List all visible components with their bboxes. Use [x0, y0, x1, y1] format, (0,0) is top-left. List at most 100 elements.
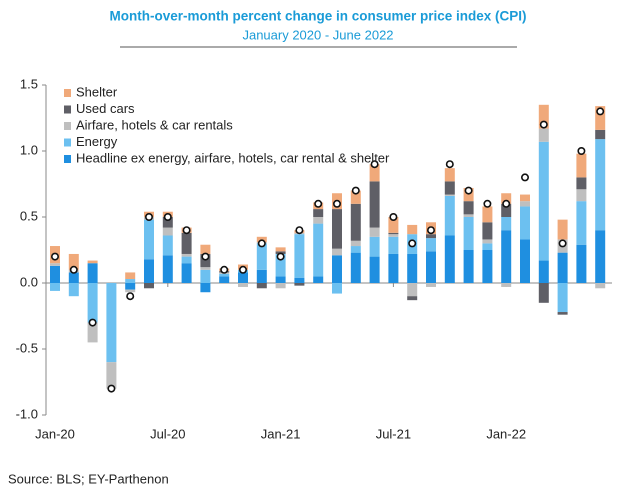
- headline-marker: [351, 186, 360, 195]
- bar-segment: [125, 289, 136, 293]
- headline-marker: [332, 199, 341, 208]
- headline-marker: [389, 213, 398, 222]
- bar-segment: [313, 217, 324, 224]
- bar-segment: [463, 201, 474, 215]
- bar-segment: [275, 276, 286, 283]
- y-tick-label: 1.0: [20, 142, 38, 157]
- bar-segment: [369, 236, 380, 257]
- headline-marker: [239, 265, 248, 274]
- headline-marker: [558, 239, 567, 248]
- bar-segment: [350, 246, 361, 253]
- bar-segment: [444, 168, 455, 182]
- legend-swatch: [64, 155, 71, 163]
- bar-segment: [426, 251, 436, 283]
- bar-segment: [87, 322, 98, 343]
- bar-segment: [444, 194, 455, 196]
- bar-segment: [576, 201, 587, 245]
- bar-segment: [181, 253, 192, 257]
- bar-segment: [350, 240, 361, 247]
- headline-marker: [577, 147, 586, 156]
- bar-segment: [294, 234, 305, 278]
- bar-segment: [144, 259, 154, 283]
- bar-segment: [350, 203, 361, 241]
- bar-segment: [313, 276, 324, 283]
- legend-label: Headline ex energy, airfare, hotels, car…: [76, 150, 390, 165]
- bar-segment: [106, 362, 117, 389]
- bar-segment: [181, 232, 192, 254]
- legend-swatch: [64, 105, 71, 114]
- legend-swatch: [64, 89, 71, 97]
- source-note: Source: BLS; EY-Parthenon: [8, 471, 169, 486]
- bar-segment: [369, 256, 380, 283]
- bar-segment: [576, 177, 587, 190]
- headline-marker: [145, 213, 154, 222]
- bar-segment: [501, 217, 512, 231]
- bar-segment: [501, 283, 512, 287]
- headline-marker: [464, 186, 473, 195]
- bar-segment: [538, 104, 549, 129]
- bar-segment: [219, 273, 230, 277]
- bar-segment: [595, 129, 606, 140]
- bar-segment: [520, 201, 530, 207]
- bar-segment: [68, 272, 79, 283]
- bar-segment: [313, 209, 324, 217]
- bar-segment: [388, 253, 399, 283]
- bar-segment: [501, 203, 512, 217]
- headline-marker: [295, 226, 304, 235]
- bar-segment: [50, 263, 60, 266]
- bar-segment: [200, 269, 211, 283]
- bar-segment: [576, 153, 587, 178]
- headline-marker: [50, 252, 59, 261]
- bar-segment: [463, 250, 474, 283]
- y-tick-label: -1.0: [16, 406, 38, 421]
- headline-marker: [426, 226, 435, 235]
- bar-segment: [520, 239, 530, 283]
- bar-segment: [595, 230, 606, 283]
- bar-segment: [426, 283, 436, 287]
- bar-segment: [482, 250, 493, 283]
- headline-marker: [257, 239, 266, 248]
- bar-segment: [426, 238, 436, 252]
- bar-segment: [482, 206, 493, 223]
- bar-segment: [520, 194, 530, 202]
- bar-segment: [388, 232, 399, 235]
- bar-segment: [125, 279, 136, 283]
- bar-segment: [219, 276, 230, 283]
- bar-segment: [238, 283, 248, 287]
- bar-segment: [482, 239, 493, 244]
- bar-segment: [332, 209, 342, 249]
- bar-segment: [256, 269, 267, 283]
- bar-segment: [444, 235, 455, 283]
- bar-segment: [200, 267, 211, 270]
- bar-segment: [463, 214, 474, 217]
- bar-segment: [538, 283, 549, 303]
- bar-segment: [463, 217, 474, 250]
- bar-segment: [162, 217, 173, 228]
- headline-marker: [502, 199, 511, 208]
- bar-segment: [538, 128, 549, 142]
- legend-label: Shelter: [76, 84, 118, 99]
- bar-segment: [162, 235, 173, 256]
- bar-segment: [200, 244, 211, 254]
- bar-segment: [388, 236, 399, 254]
- bar-segment: [595, 139, 606, 231]
- bar-segment: [388, 234, 399, 237]
- x-tick-label: Jan-21: [261, 426, 301, 441]
- chart-subtitle: January 2020 - June 2022: [242, 27, 393, 42]
- bar-segment: [557, 283, 568, 313]
- y-tick-label: -0.5: [16, 340, 38, 355]
- bar-segment: [538, 141, 549, 261]
- legend-label: Energy: [76, 134, 118, 149]
- bar-segment: [444, 195, 455, 236]
- bar-segment: [407, 283, 418, 297]
- bar-segment: [332, 248, 342, 256]
- bar-segment: [388, 217, 399, 233]
- bar-segment: [144, 283, 154, 289]
- headline-marker: [220, 265, 229, 274]
- bar-segment: [181, 263, 192, 283]
- bar-segment: [256, 283, 267, 289]
- headline-marker: [182, 226, 191, 235]
- bar-segment: [181, 256, 192, 264]
- bar-segment: [576, 189, 587, 202]
- legend-label: Airfare, hotels & car rentals: [76, 117, 233, 132]
